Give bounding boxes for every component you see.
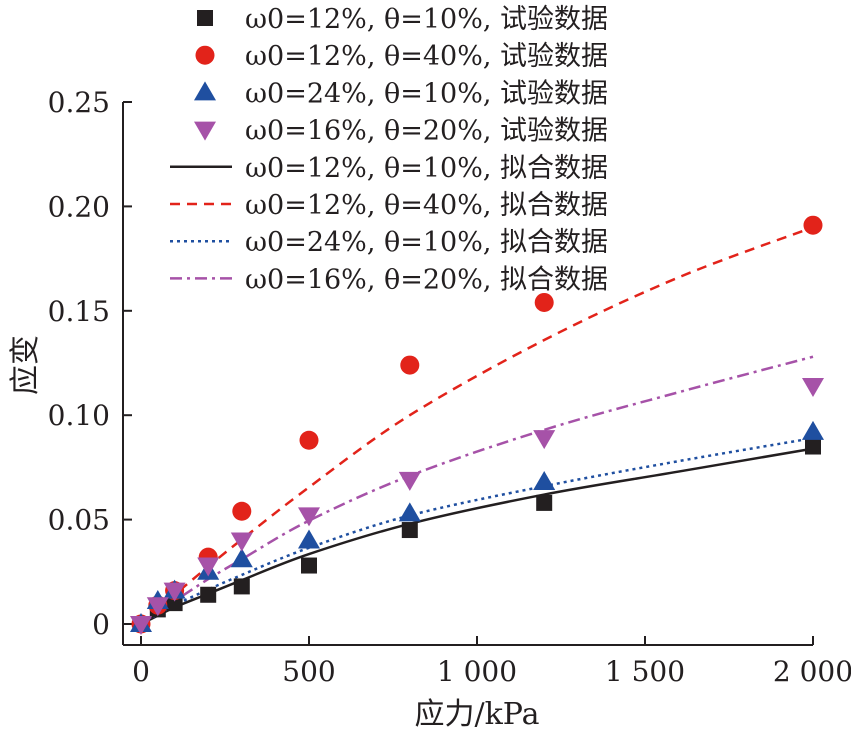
data-point-s1 (536, 494, 553, 511)
legend-label: ω0=12%, θ=40%, 试验数据 (245, 41, 608, 72)
x-tick-label: 1 500 (605, 655, 685, 688)
x-tick-label: 1 000 (437, 655, 517, 688)
data-point-s3 (398, 502, 421, 522)
legend-label: ω0=12%, θ=40%, 拟合数据 (245, 190, 608, 221)
x-tick-label: 500 (282, 655, 335, 688)
x-ticks: 0 500 1 000 1 500 2 000 (132, 636, 851, 688)
y-tick-label: 0.05 (48, 504, 110, 537)
x-axis-title: 应力/kPa (414, 697, 539, 732)
data-point-s2 (803, 215, 823, 235)
y-ticks: 0 0.05 0.10 0.15 0.20 0.25 (48, 86, 132, 641)
data-point-s4 (398, 471, 421, 491)
data-point-s4 (163, 582, 186, 602)
legend-marker (194, 121, 216, 141)
data-point-s4 (130, 616, 152, 635)
data-point-s4 (146, 597, 169, 617)
y-tick-label: 0.10 (48, 399, 110, 432)
data-point-s4 (230, 532, 253, 552)
legend-marker (197, 10, 213, 26)
y-tick-label: 0.15 (48, 295, 110, 328)
data-point-s4 (298, 507, 320, 527)
data-point-s1 (301, 557, 317, 574)
y-tick-label: 0.20 (48, 190, 110, 223)
data-point-s3 (298, 529, 320, 549)
legend-marker (194, 81, 216, 101)
x-tick-label: 0 (132, 655, 150, 688)
data-point-s1 (401, 522, 418, 539)
data-point-s4 (802, 377, 824, 397)
legend: ω0=12%, θ=10%, 试验数据 ω0=12%, θ=40%, 试验数据 ω0… (170, 4, 608, 295)
legend-label: ω0=24%, θ=10%, 拟合数据 (245, 227, 608, 258)
legend-label: ω0=12%, θ=10%, 拟合数据 (245, 153, 608, 184)
data-point-s2 (400, 355, 420, 375)
y-axis-title: 应变 (8, 335, 43, 395)
data-point-s3 (230, 548, 253, 568)
data-point-s3 (802, 420, 824, 440)
legend-label: ω0=16%, θ=20%, 试验数据 (245, 116, 608, 147)
data-point-s1 (805, 438, 821, 455)
data-markers (130, 215, 824, 635)
data-point-s4 (197, 557, 220, 577)
y-tick-label: 0.25 (48, 86, 110, 119)
data-point-s2 (534, 292, 554, 312)
x-tick-label: 2 000 (773, 655, 851, 688)
data-point-s2 (299, 430, 319, 450)
y-tick-label: 0 (92, 608, 110, 641)
data-point-s4 (533, 430, 556, 450)
legend-label: ω0=16%, θ=20%, 拟合数据 (245, 264, 608, 295)
legend-label: ω0=24%, θ=10%, 试验数据 (245, 78, 608, 109)
data-point-s2 (232, 501, 252, 521)
axes: 0 0.05 0.10 0.15 0.20 0.25 0 500 1 000 1 500 2 00… (48, 86, 851, 688)
legend-label: ω0=12%, θ=10%, 试验数据 (245, 4, 608, 35)
legend-marker (195, 45, 215, 65)
data-point-s1 (200, 586, 217, 603)
fit-line-3 (140, 436, 814, 626)
data-point-s1 (233, 578, 250, 595)
data-point-s3 (533, 471, 556, 491)
